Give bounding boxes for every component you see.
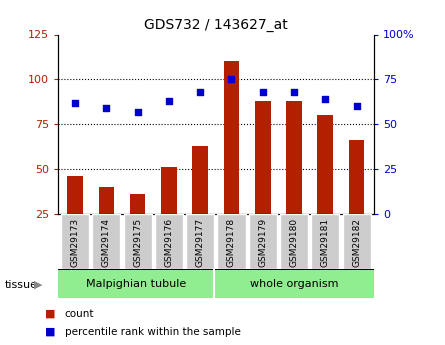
- FancyBboxPatch shape: [58, 270, 214, 298]
- Text: whole organism: whole organism: [250, 279, 338, 289]
- FancyBboxPatch shape: [218, 215, 246, 268]
- FancyBboxPatch shape: [186, 215, 214, 268]
- Text: GSM29174: GSM29174: [102, 218, 111, 267]
- Text: GSM29175: GSM29175: [133, 218, 142, 267]
- FancyBboxPatch shape: [311, 215, 340, 268]
- FancyBboxPatch shape: [280, 215, 308, 268]
- Point: [72, 100, 79, 106]
- FancyBboxPatch shape: [214, 270, 374, 298]
- Text: GSM29178: GSM29178: [227, 218, 236, 267]
- Text: Malpighian tubule: Malpighian tubule: [86, 279, 186, 289]
- Bar: [192, 146, 208, 259]
- Text: GSM29180: GSM29180: [290, 218, 299, 267]
- Point: [134, 109, 141, 115]
- Point: [322, 96, 329, 102]
- Point: [228, 77, 235, 82]
- Bar: [98, 187, 114, 259]
- Text: GSM29173: GSM29173: [71, 218, 80, 267]
- FancyBboxPatch shape: [61, 215, 89, 268]
- Bar: [161, 167, 177, 259]
- Point: [103, 105, 110, 111]
- Text: ■: ■: [44, 309, 55, 319]
- Bar: [349, 140, 364, 259]
- FancyBboxPatch shape: [92, 215, 121, 268]
- Bar: [67, 176, 83, 259]
- Bar: [317, 115, 333, 259]
- FancyBboxPatch shape: [249, 215, 277, 268]
- Text: GSM29179: GSM29179: [258, 218, 267, 267]
- Bar: [130, 194, 146, 259]
- Text: ■: ■: [44, 327, 55, 337]
- Text: GSM29176: GSM29176: [164, 218, 174, 267]
- Bar: [286, 101, 302, 259]
- Point: [259, 89, 266, 95]
- Text: GSM29182: GSM29182: [352, 218, 361, 267]
- Title: GDS732 / 143627_at: GDS732 / 143627_at: [144, 18, 288, 32]
- Bar: [224, 61, 239, 259]
- Text: count: count: [65, 309, 94, 319]
- Text: tissue: tissue: [4, 280, 37, 289]
- Point: [166, 98, 173, 104]
- Text: GSM29177: GSM29177: [196, 218, 205, 267]
- Point: [353, 104, 360, 109]
- FancyBboxPatch shape: [155, 215, 183, 268]
- FancyBboxPatch shape: [124, 215, 152, 268]
- Text: GSM29181: GSM29181: [321, 218, 330, 267]
- Bar: [255, 101, 271, 259]
- Point: [197, 89, 204, 95]
- FancyBboxPatch shape: [343, 215, 371, 268]
- Point: [291, 89, 298, 95]
- Text: ▶: ▶: [34, 280, 42, 289]
- Text: percentile rank within the sample: percentile rank within the sample: [65, 327, 240, 337]
